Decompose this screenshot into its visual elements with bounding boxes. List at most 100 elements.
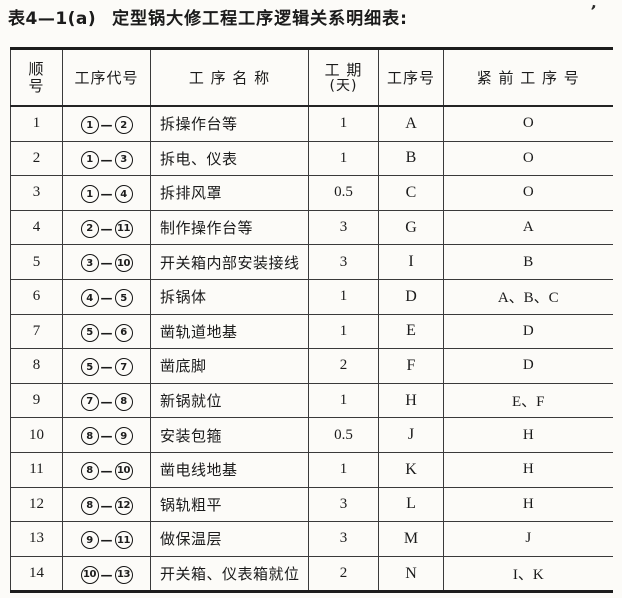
- to-node-circle: 6: [114, 323, 133, 342]
- proc-cell: K: [378, 452, 444, 488]
- code-pair: 2 — 11: [80, 219, 133, 238]
- from-node-circle: 3: [80, 254, 99, 273]
- pred-cell: O: [443, 141, 613, 177]
- code-dash: —: [100, 118, 113, 133]
- pred-cell: I、K: [443, 556, 613, 593]
- code-cell: 1 — 3: [62, 141, 151, 177]
- table-row: 7 5 — 6 凿轨道地基 1 E D: [10, 314, 613, 350]
- duration-cell: 1: [308, 279, 379, 315]
- to-node-circle: 12: [114, 496, 133, 515]
- table-row: 5 3 — 10 开关箱内部安装接线 3 I B: [10, 244, 613, 280]
- code-dash: —: [100, 325, 113, 340]
- to-node-circle: 10: [114, 461, 133, 480]
- pred-cell: O: [443, 175, 613, 211]
- proc-cell: A: [378, 106, 444, 142]
- code-cell: 7 — 8: [62, 383, 151, 419]
- table-row: 4 2 — 11 制作操作台等 3 G A: [10, 210, 613, 246]
- table-row: 3 1 — 4 拆排风罩 0.5 C O: [10, 175, 613, 211]
- code-cell: 5 — 6: [62, 314, 151, 350]
- pred-cell: H: [443, 487, 613, 523]
- seq-cell: 9: [10, 383, 63, 419]
- header-duration: 工 期 (天): [308, 48, 379, 107]
- code-cell: 8 — 12: [62, 487, 151, 523]
- code-dash: —: [100, 463, 113, 478]
- header-name: 工 序 名 称: [150, 48, 309, 107]
- from-node-circle: 10: [80, 565, 99, 584]
- header-code: 工序代号: [62, 48, 151, 107]
- code-pair: 4 — 5: [80, 289, 133, 308]
- seq-cell: 2: [10, 141, 63, 177]
- duration-cell: 3: [308, 210, 379, 246]
- seq-cell: 5: [10, 244, 63, 280]
- from-node-circle: 8: [80, 427, 99, 446]
- code-dash: —: [100, 498, 113, 513]
- seq-cell: 13: [10, 521, 63, 557]
- table-row: 12 8 — 12 锅轨粗平 3 L H: [10, 487, 613, 523]
- code-dash: —: [100, 394, 113, 409]
- duration-cell: 1: [308, 452, 379, 488]
- name-cell: 凿轨道地基: [150, 314, 309, 350]
- code-dash: —: [100, 152, 113, 167]
- duration-cell: 3: [308, 244, 379, 280]
- code-pair: 8 — 9: [80, 427, 133, 446]
- to-node-circle: 3: [114, 150, 133, 169]
- name-cell: 锅轨粗平: [150, 487, 309, 523]
- to-node-circle: 2: [114, 116, 133, 135]
- seq-cell: 3: [10, 175, 63, 211]
- duration-cell: 3: [308, 487, 379, 523]
- duration-cell: 1: [308, 314, 379, 350]
- name-cell: 凿电线地基: [150, 452, 309, 488]
- proc-cell: I: [378, 244, 444, 280]
- seq-cell: 10: [10, 417, 63, 453]
- to-node-circle: 7: [114, 358, 133, 377]
- seq-cell: 4: [10, 210, 63, 246]
- to-node-circle: 13: [114, 565, 133, 584]
- to-node-circle: 10: [114, 254, 133, 273]
- code-pair: 1 — 4: [80, 185, 133, 204]
- name-cell: 安装包箍: [150, 417, 309, 453]
- code-pair: 5 — 6: [80, 323, 133, 342]
- code-dash: —: [100, 533, 113, 548]
- header-seq-bottom: 号: [28, 76, 45, 95]
- table-row: 11 8 — 10 凿电线地基 1 K H: [10, 452, 613, 488]
- name-cell: 凿底脚: [150, 348, 309, 384]
- name-cell: 做保温层: [150, 521, 309, 557]
- header-proc: 工序号: [378, 48, 444, 107]
- code-pair: 8 — 10: [80, 461, 133, 480]
- proc-cell: B: [378, 141, 444, 177]
- table-row: 10 8 — 9 安装包箍 0.5 J H: [10, 417, 613, 453]
- table-row: 6 4 — 5 拆锅体 1 D A、B、C: [10, 279, 613, 315]
- header-seq-top: 顺: [28, 59, 45, 78]
- pred-cell: J: [443, 521, 613, 557]
- pred-cell: D: [443, 314, 613, 350]
- proc-cell: E: [378, 314, 444, 350]
- seq-cell: 12: [10, 487, 63, 523]
- duration-cell: 2: [308, 556, 379, 593]
- code-dash: —: [100, 360, 113, 375]
- table-row: 1 1 — 2 拆操作台等 1 A O: [10, 106, 613, 142]
- to-node-circle: 11: [114, 531, 133, 550]
- seq-cell: 8: [10, 348, 63, 384]
- header-duration-bottom: (天): [329, 77, 358, 94]
- pred-cell: H: [443, 417, 613, 453]
- proc-cell: C: [378, 175, 444, 211]
- pred-cell: B: [443, 244, 613, 280]
- from-node-circle: 1: [80, 150, 99, 169]
- to-node-circle: 8: [114, 392, 133, 411]
- from-node-circle: 2: [80, 219, 99, 238]
- name-cell: 拆排风罩: [150, 175, 309, 211]
- seq-cell: 14: [10, 556, 63, 593]
- from-node-circle: 5: [80, 323, 99, 342]
- from-node-circle: 5: [80, 358, 99, 377]
- from-node-circle: 8: [80, 496, 99, 515]
- proc-cell: M: [378, 521, 444, 557]
- table-row: 14 10 — 13 开关箱、仪表箱就位 2 N I、K: [10, 556, 613, 593]
- code-pair: 8 — 12: [80, 496, 133, 515]
- to-node-circle: 11: [114, 219, 133, 238]
- code-pair: 3 — 10: [80, 254, 133, 273]
- from-node-circle: 9: [80, 531, 99, 550]
- code-pair: 7 — 8: [80, 392, 133, 411]
- proc-cell: J: [378, 417, 444, 453]
- proc-cell: H: [378, 383, 444, 419]
- to-node-circle: 5: [114, 289, 133, 308]
